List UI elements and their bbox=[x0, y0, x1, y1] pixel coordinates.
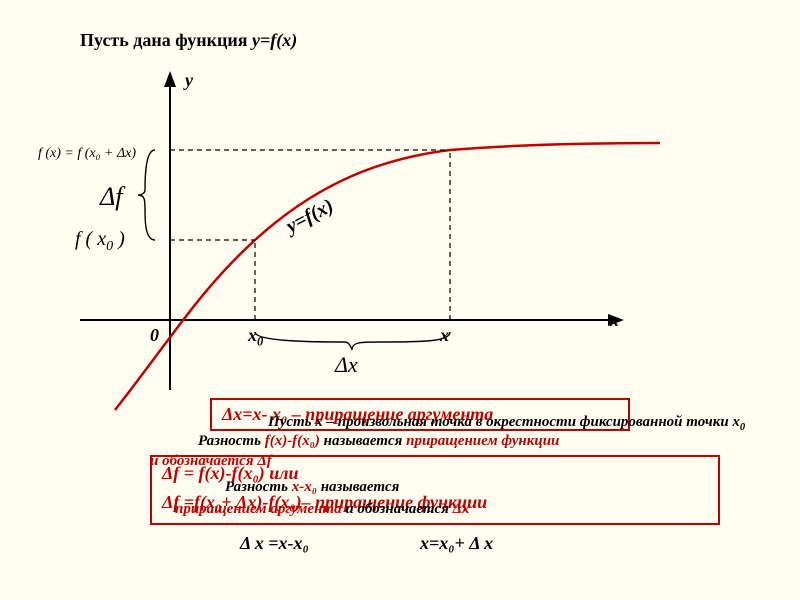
fx-equals-formula: f (x) = f (x₀ + Δx) bbox=[38, 146, 136, 162]
origin-label: 0 bbox=[150, 325, 159, 346]
formula-dx: Δ x =x-x₀ bbox=[240, 533, 309, 554]
formula-x: x=x₀+ Δ x bbox=[420, 533, 493, 554]
delta-f-label: Δf bbox=[100, 182, 122, 212]
x-tick-label: x bbox=[440, 325, 449, 346]
x0-tick-label: x0 bbox=[248, 325, 263, 350]
fx0-label: f ( x0 ) bbox=[75, 228, 125, 255]
para-func-increment: Разность f(x)-f(x₀) называется приращени… bbox=[198, 432, 778, 451]
graph-svg bbox=[60, 60, 680, 440]
para-arg-increment-2: приращением аргумента и обозначается Δx bbox=[175, 500, 775, 519]
para-arg-increment: Разность x-x₀ называется bbox=[225, 478, 785, 497]
title-function: y=f(x) bbox=[252, 30, 297, 50]
para-neighborhood: Пусть x – произвольная точка в окрестнос… bbox=[268, 413, 768, 434]
dx-label: Δx bbox=[335, 352, 358, 378]
y-axis-label: y bbox=[185, 70, 193, 91]
title-prefix: Пусть дана функция bbox=[80, 30, 252, 50]
slide-title: Пусть дана функция y=f(x) bbox=[80, 30, 297, 51]
slide-root: Пусть дана функция y=f(x) y x bbox=[0, 0, 800, 600]
x-axis-label: x bbox=[610, 310, 619, 331]
